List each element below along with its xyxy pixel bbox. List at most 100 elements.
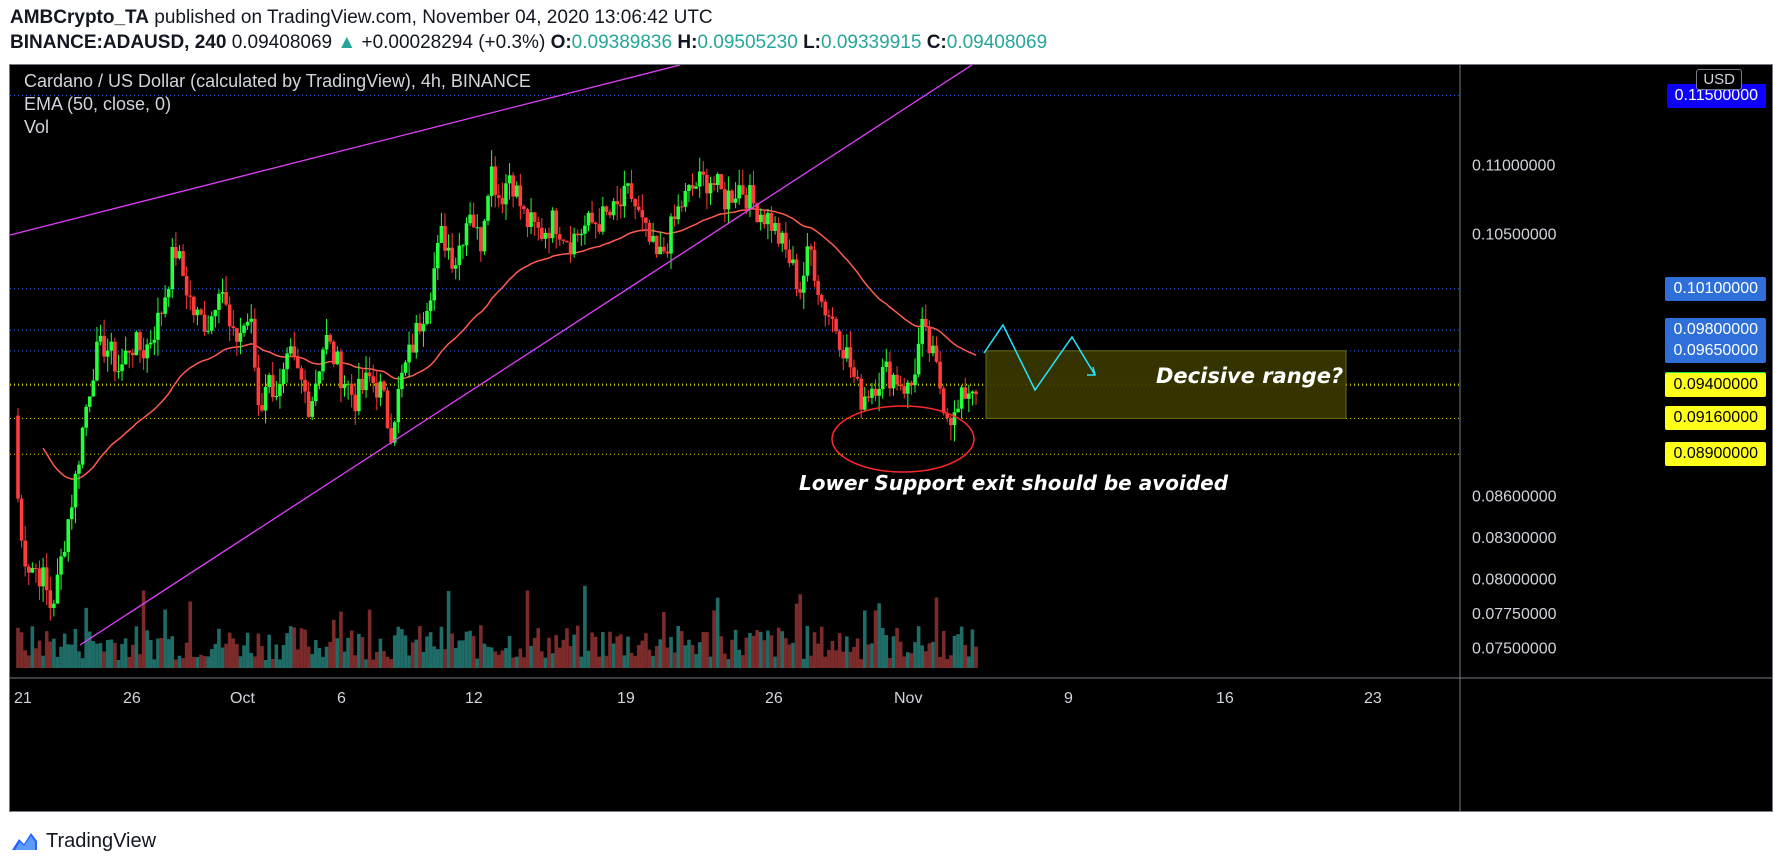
candle-body — [769, 213, 774, 231]
candle-body — [755, 203, 759, 223]
candle-body — [181, 251, 185, 277]
candle-body — [339, 351, 343, 389]
candle-body — [662, 246, 666, 252]
volume-bar — [575, 625, 580, 668]
ema-legend[interactable]: EMA (50, close, 0) — [24, 94, 172, 114]
volume-bar — [719, 636, 724, 668]
candle-body — [841, 349, 846, 359]
candle-body — [762, 214, 767, 225]
volume-bar — [590, 632, 594, 668]
candle-body — [127, 350, 132, 353]
symbol-name: BINANCE:ADAUSD, 240 — [10, 32, 227, 53]
volume-bar — [816, 643, 820, 668]
candle-body — [432, 268, 437, 301]
volume-bar — [274, 644, 279, 668]
volume-bar — [199, 654, 203, 668]
volume-bar — [723, 653, 727, 668]
volume-bar — [328, 641, 332, 668]
price-level-tag: 0.09650000 — [1665, 338, 1766, 363]
candle-body — [30, 568, 35, 573]
volume-bar — [884, 635, 889, 668]
ema-line — [42, 208, 977, 480]
candle-body — [557, 234, 562, 240]
author-name[interactable]: AMBCrypto_TA — [10, 7, 149, 28]
currency-button[interactable]: USD — [1696, 69, 1742, 90]
volume-bar — [184, 642, 189, 668]
volume-bar — [798, 594, 802, 668]
candle-body — [511, 175, 515, 197]
volume-bar — [791, 642, 795, 668]
chart-panel[interactable]: 0.07500000 0.07750000 0.08000000 0.08300000… — [9, 64, 1773, 812]
candle-body — [378, 381, 383, 398]
candle-body — [317, 371, 322, 384]
volume-bar — [37, 640, 42, 668]
candle-body — [263, 386, 268, 411]
candle-body — [335, 351, 340, 365]
candle-body — [152, 339, 157, 343]
candle-body — [809, 246, 813, 250]
candle-body — [974, 391, 978, 395]
candle-body — [177, 251, 182, 259]
candle-body — [949, 417, 953, 426]
volume-bar — [694, 654, 698, 668]
candle-body — [726, 190, 731, 210]
candle-body — [654, 235, 659, 255]
candle-body — [970, 391, 975, 394]
candle-body — [615, 201, 619, 205]
volume-bar — [120, 643, 124, 668]
candle-body — [733, 198, 738, 203]
volume-bar — [349, 630, 354, 668]
volume-bar — [880, 627, 885, 668]
volume-bar — [662, 612, 666, 668]
volume-bar — [296, 649, 300, 668]
candle-body — [518, 185, 523, 207]
volume-bar — [353, 655, 358, 668]
volume-bar — [116, 659, 121, 668]
volume-bar — [177, 655, 182, 668]
volume-bar — [486, 646, 490, 668]
volume-bar — [242, 645, 246, 668]
lower-support-label: Lower Support exit should be avoided — [799, 471, 1229, 495]
volume-bar — [780, 631, 785, 668]
candle-body — [267, 375, 271, 387]
volume-bar — [23, 650, 27, 668]
volume-bar — [443, 648, 447, 668]
candle-body — [84, 406, 88, 428]
vol-legend[interactable]: Vol — [24, 117, 50, 137]
candle-body — [19, 498, 24, 541]
volume-bar — [400, 629, 404, 668]
candle-body — [862, 396, 867, 410]
zigzag-projection — [983, 323, 1096, 392]
volume-bar — [410, 642, 415, 668]
price-chart[interactable]: 0.07500000 0.07750000 0.08000000 0.08300000… — [10, 65, 1772, 811]
x-tick-label: Nov — [894, 690, 922, 707]
candle-body — [601, 206, 605, 232]
candle-body — [270, 375, 275, 398]
tradingview-footer[interactable]: TradingView — [10, 826, 156, 856]
candle-body — [522, 206, 526, 210]
candle-body — [209, 316, 214, 331]
candle-body — [514, 185, 519, 197]
volume-bar — [59, 646, 63, 668]
volume-bar — [453, 647, 458, 668]
volume-bar — [260, 646, 264, 668]
y-tick-label: 0.08600000 — [1472, 489, 1557, 506]
candle-body — [206, 330, 210, 332]
volume-bar — [425, 636, 429, 668]
volume-bar — [561, 639, 566, 668]
candle-body — [95, 341, 99, 381]
candle-body — [496, 195, 501, 198]
volume-bar — [679, 631, 684, 668]
candle-body — [543, 232, 548, 239]
volume-bar — [514, 656, 519, 668]
candle-body — [278, 384, 282, 396]
candle-body — [701, 171, 706, 175]
volume-bar — [593, 636, 598, 668]
candle-body — [504, 183, 508, 205]
candle-body — [931, 345, 935, 354]
volume-bar — [392, 635, 397, 668]
candle-body — [109, 341, 114, 351]
candle-body — [87, 396, 92, 407]
candle-body — [507, 175, 512, 184]
candle-body — [730, 190, 734, 203]
